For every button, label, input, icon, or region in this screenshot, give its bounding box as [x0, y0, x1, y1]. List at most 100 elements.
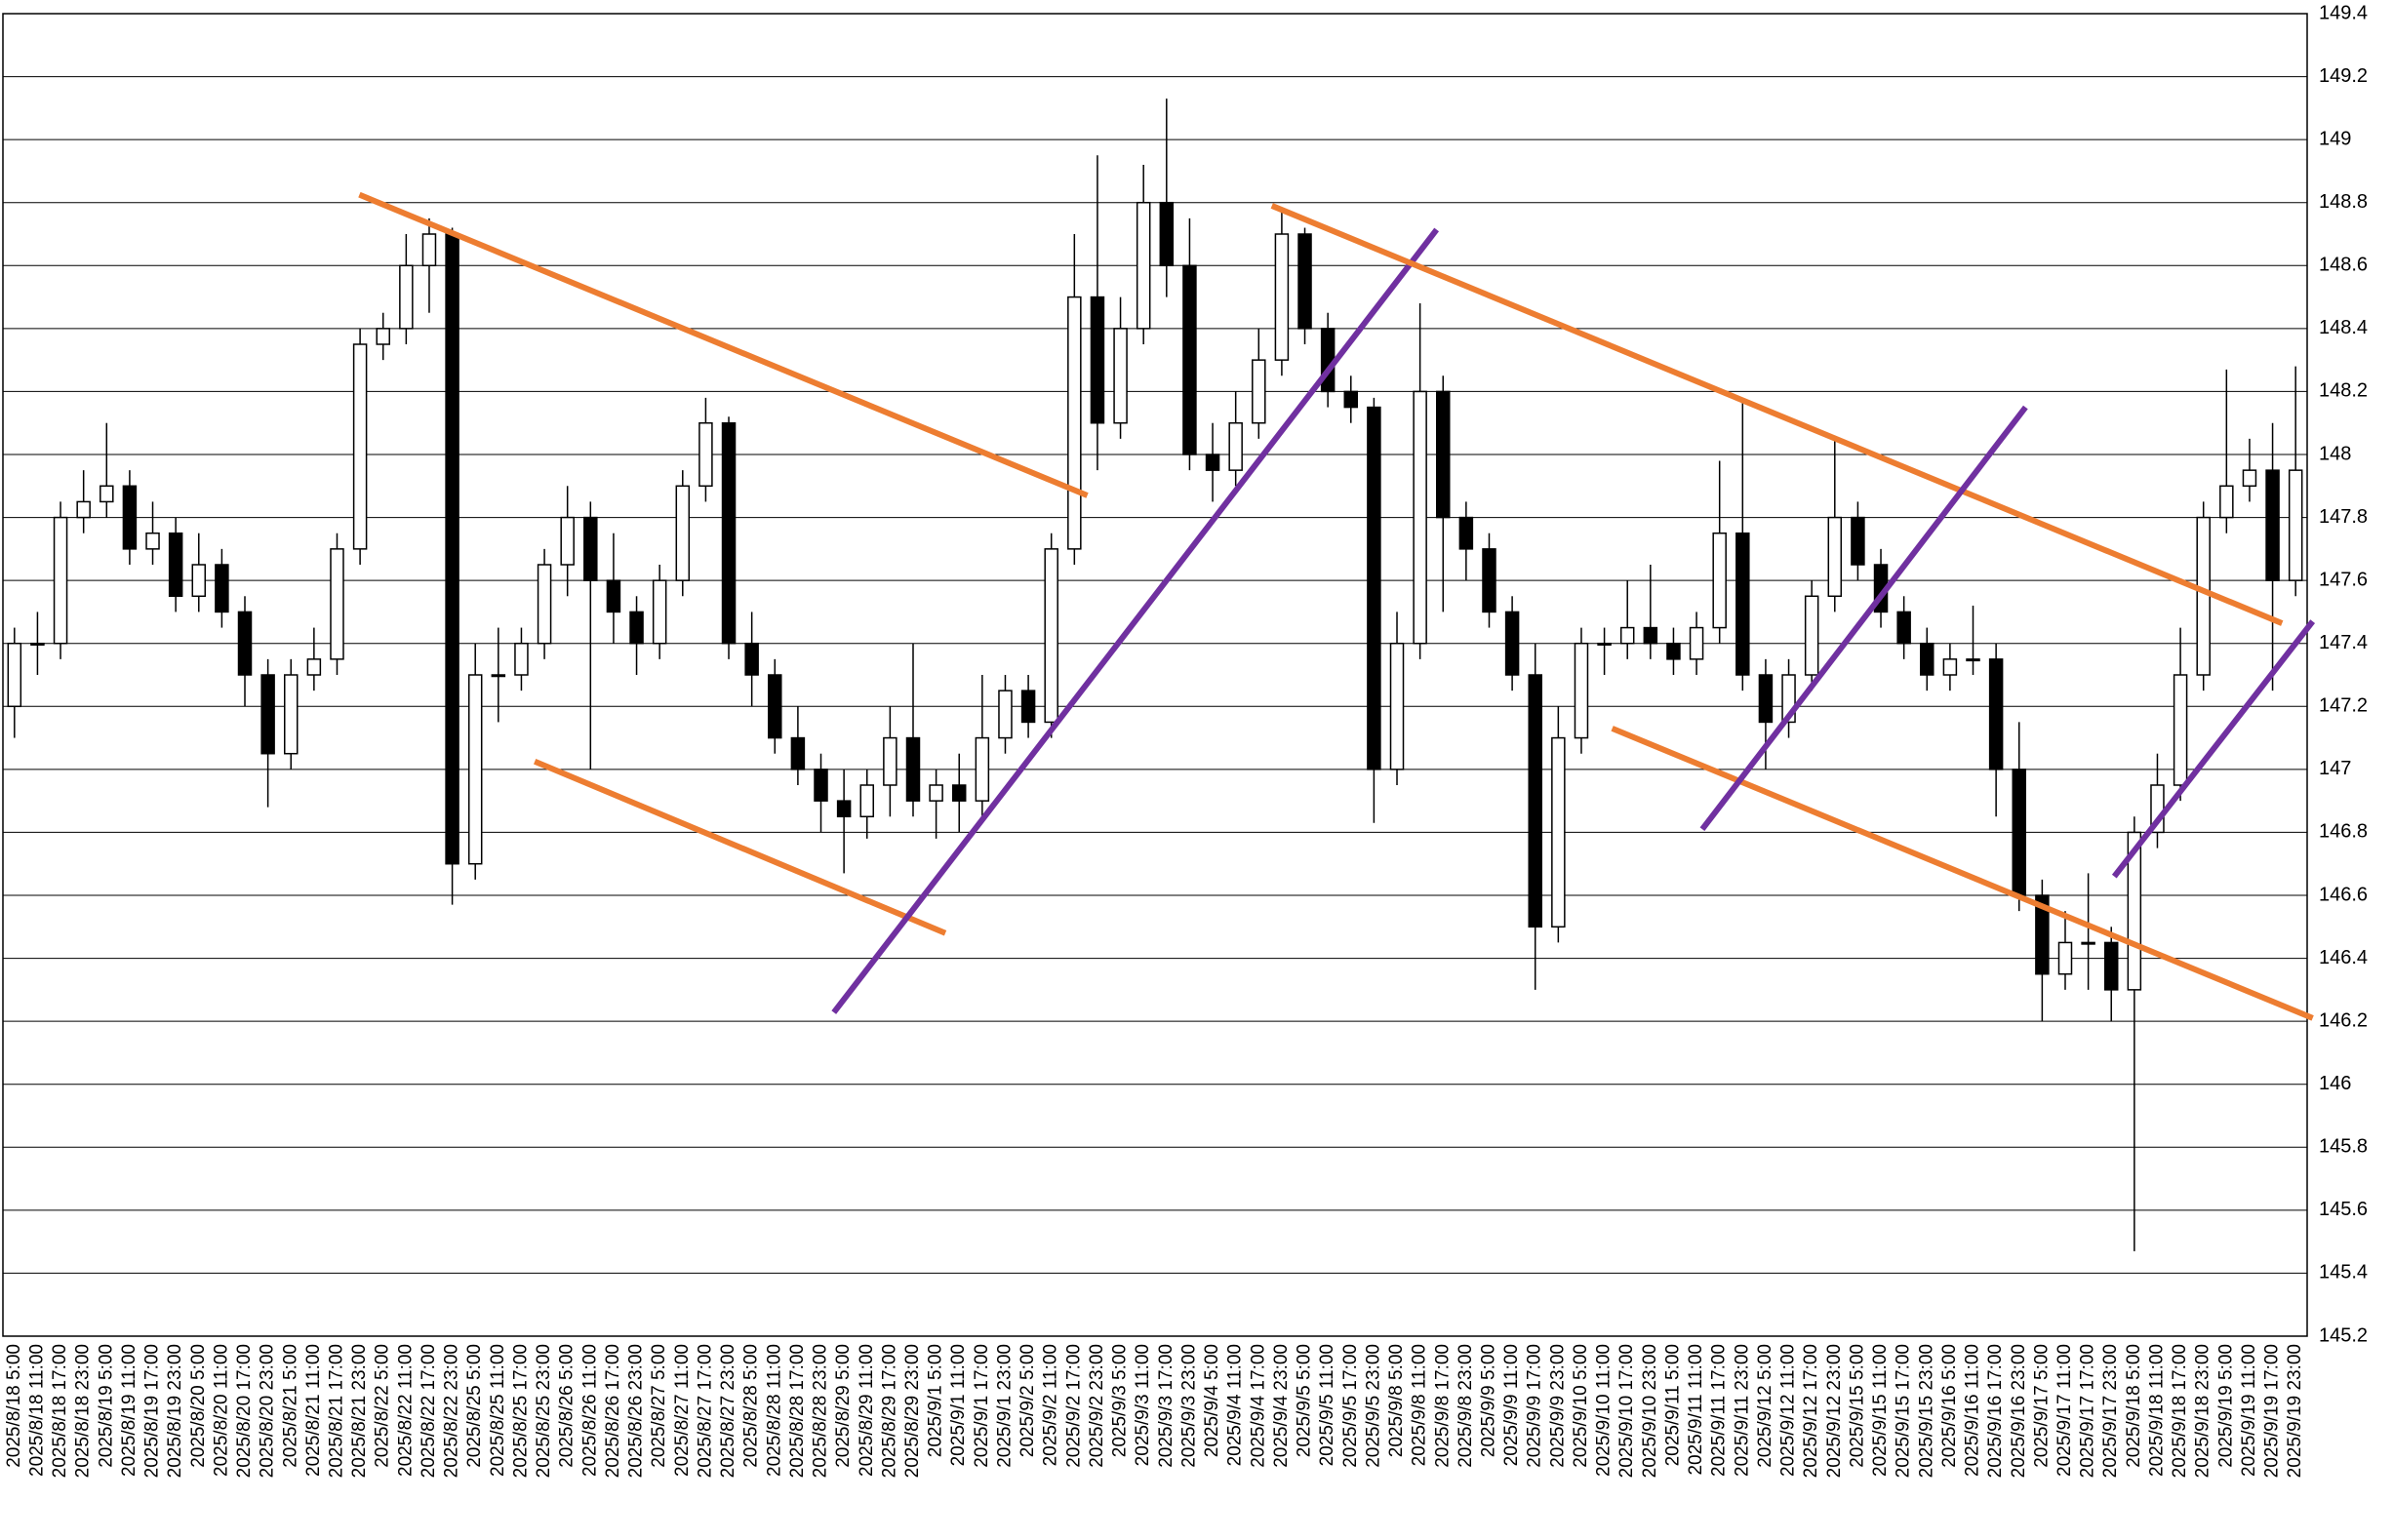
plot-frame: [2, 13, 2308, 1337]
x-tick-label: 2025/9/18 23:00: [2193, 1344, 2214, 1478]
candle-body: [1735, 532, 1750, 676]
x-tick-label: 2025/9/10 17:00: [1616, 1344, 1637, 1478]
x-tick-label: 2025/9/4 5:00: [1202, 1344, 1222, 1457]
candle-body: [376, 328, 390, 345]
x-tick-label: 2025/9/17 17:00: [2078, 1344, 2098, 1478]
trend-line: [831, 227, 1440, 1014]
candle-body: [1113, 328, 1128, 424]
candle-body: [2012, 769, 2026, 896]
x-tick-label: 2025/9/18 17:00: [2170, 1344, 2190, 1478]
x-tick-label: 2025/9/16 23:00: [2009, 1344, 2029, 1478]
candle-body: [1020, 690, 1036, 724]
x-tick-label: 2025/8/22 23:00: [442, 1344, 462, 1478]
y-tick-label: 148.2: [2319, 380, 2368, 402]
x-tick-label: 2025/9/17 5:00: [2031, 1344, 2052, 1468]
y-tick-label: 147.4: [2319, 632, 2368, 653]
candle-body: [260, 674, 275, 755]
candle-body: [698, 421, 713, 488]
x-tick-label: 2025/9/10 5:00: [1571, 1344, 1591, 1468]
candle-body: [399, 264, 414, 330]
candle-body: [1252, 359, 1266, 424]
x-tick-label: 2025/9/19 23:00: [2285, 1344, 2305, 1478]
y-tick-label: 145.6: [2319, 1199, 2368, 1220]
x-tick-label: 2025/9/1 17:00: [972, 1344, 992, 1468]
x-tick-label: 2025/9/15 17:00: [1894, 1344, 1914, 1478]
candle-body: [1389, 642, 1405, 770]
candle-body: [306, 658, 322, 676]
y-tick-label: 148.4: [2319, 317, 2368, 338]
x-tick-label: 2025/8/25 5:00: [464, 1344, 485, 1468]
x-tick-label: 2025/9/11 5:00: [1662, 1344, 1683, 1466]
y-tick-label: 146.4: [2319, 947, 2368, 968]
candle-body: [1597, 642, 1612, 646]
y-tick-label: 146: [2319, 1073, 2351, 1094]
candle-body: [2173, 674, 2188, 786]
x-tick-label: 2025/8/18 23:00: [73, 1344, 94, 1478]
trend-line: [1270, 203, 2284, 626]
x-tick-label: 2025/9/19 11:00: [2239, 1344, 2259, 1477]
y-tick-label: 149: [2319, 128, 2351, 149]
x-tick-label: 2025/9/19 5:00: [2215, 1344, 2236, 1468]
x-tick-label: 2025/8/20 5:00: [188, 1344, 209, 1468]
candle-body: [2127, 831, 2142, 991]
x-tick-label: 2025/9/16 17:00: [1985, 1344, 2006, 1478]
y-tick-label: 145.2: [2319, 1324, 2368, 1346]
x-tick-label: 2025/9/5 11:00: [1317, 1344, 1337, 1466]
x-tick-label: 2025/9/15 5:00: [1847, 1344, 1867, 1468]
candle-body: [1136, 201, 1151, 330]
candle-body: [1920, 642, 1934, 676]
candle-body: [1827, 516, 1843, 598]
candle-body: [1228, 421, 1243, 471]
candle-body: [1274, 233, 1290, 361]
y-tick-label: 148.6: [2319, 255, 2368, 276]
x-tick-label: 2025/9/9 5:00: [1479, 1344, 1499, 1457]
x-tick-label: 2025/8/22 5:00: [373, 1344, 393, 1468]
x-tick-label: 2025/9/11 23:00: [1732, 1344, 1752, 1477]
x-tick-label: 2025/9/2 23:00: [1087, 1344, 1107, 1468]
x-tick-label: 2025/9/9 23:00: [1547, 1344, 1568, 1468]
x-tick-label: 2025/8/28 17:00: [787, 1344, 808, 1478]
candle-body: [1343, 390, 1359, 409]
x-tick-label: 2025/8/29 5:00: [833, 1344, 854, 1468]
x-tick-label: 2025/8/25 23:00: [534, 1344, 554, 1478]
candle-body: [1436, 390, 1451, 519]
candle-body: [1988, 658, 2004, 770]
x-tick-label: 2025/9/11 17:00: [1709, 1344, 1730, 1477]
x-tick-label: 2025/8/19 23:00: [165, 1344, 185, 1478]
candle-body: [2242, 469, 2257, 488]
x-tick-label: 2025/9/3 5:00: [1110, 1344, 1131, 1457]
candle-body: [859, 784, 874, 818]
candle-body: [629, 611, 644, 645]
x-tick-label: 2025/9/1 5:00: [926, 1344, 946, 1457]
x-tick-label: 2025/9/17 11:00: [2054, 1344, 2075, 1477]
candle-body: [1205, 454, 1220, 471]
y-tick-label: 146.6: [2319, 884, 2368, 905]
trend-line: [1611, 726, 2314, 1021]
candle-body: [445, 233, 459, 865]
x-tick-label: 2025/9/12 11:00: [1778, 1344, 1799, 1477]
x-tick-label: 2025/8/18 11:00: [26, 1344, 47, 1477]
x-tick-label: 2025/9/8 5:00: [1386, 1344, 1407, 1457]
x-tick-label: 2025/9/2 11:00: [1041, 1344, 1061, 1466]
x-tick-label: 2025/9/9 17:00: [1525, 1344, 1545, 1468]
y-tick-label: 148: [2319, 443, 2351, 464]
x-tick-label: 2025/9/18 5:00: [2124, 1344, 2144, 1468]
x-tick-label: 2025/9/15 23:00: [1916, 1344, 1936, 1478]
candle-body: [951, 784, 967, 802]
x-tick-label: 2025/9/19 17:00: [2262, 1344, 2283, 1478]
x-tick-label: 2025/9/4 23:00: [1271, 1344, 1292, 1468]
candle-body: [790, 736, 806, 770]
candle-body: [1367, 406, 1381, 770]
candle-body: [1942, 658, 1958, 676]
candle-body: [1297, 233, 1312, 330]
x-tick-label: 2025/8/22 11:00: [395, 1344, 416, 1477]
x-tick-label: 2025/8/29 17:00: [879, 1344, 899, 1478]
candle-body: [836, 800, 852, 818]
x-tick-label: 2025/8/26 23:00: [626, 1344, 647, 1478]
x-tick-label: 2025/8/26 11:00: [579, 1344, 600, 1477]
candle-body: [905, 736, 921, 802]
candle-body: [1896, 611, 1911, 645]
candle-body: [1320, 328, 1336, 393]
